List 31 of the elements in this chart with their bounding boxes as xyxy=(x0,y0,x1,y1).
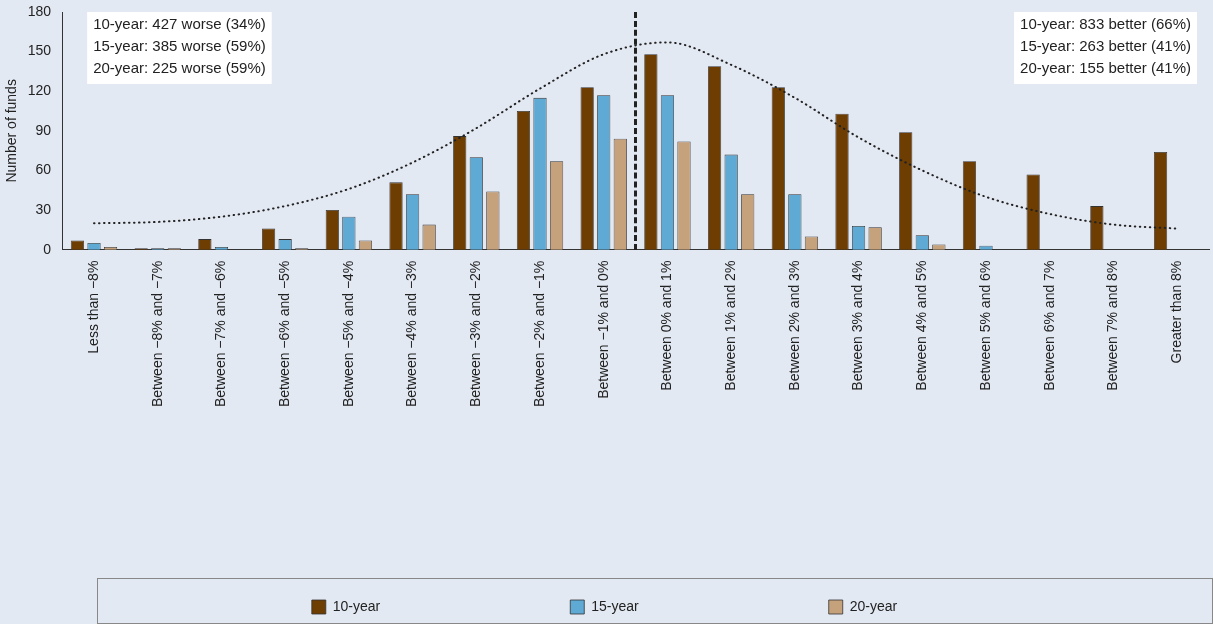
x-tick-label: Between −7% and −6% xyxy=(212,260,229,408)
y-tick-label: 150 xyxy=(27,42,52,59)
y-tick-label: 0 xyxy=(43,240,52,257)
x-tick-label: Between −8% and −7% xyxy=(148,260,165,408)
y-tick-label: 120 xyxy=(27,82,52,99)
x-tick-label: Between 5% and 6% xyxy=(976,260,993,391)
x-tick-label: Between 2% and 3% xyxy=(785,260,802,391)
x-tick-label: Between −5% and −4% xyxy=(339,260,356,408)
x-tick-label: Between 6% and 7% xyxy=(1040,260,1057,391)
x-tick-label: Between 0% and 1% xyxy=(658,260,675,391)
legend-label: 15-year xyxy=(591,597,640,614)
x-tick-label: Between −2% and −1% xyxy=(530,260,547,408)
x-tick-label: Between 4% and 5% xyxy=(913,260,930,391)
y-tick-label: 30 xyxy=(35,200,52,217)
y-tick-label: 60 xyxy=(35,161,52,178)
x-tick-label: Between 7% and 8% xyxy=(1104,260,1121,391)
x-tick-label: Between −4% and −3% xyxy=(403,260,420,408)
x-tick-label: Between −6% and −5% xyxy=(276,260,293,408)
x-tick-label: Greater than 8% xyxy=(1168,260,1184,364)
y-tick-label: 90 xyxy=(35,121,52,138)
annotation: 10-year: 833 better (66%) 15-year: 263 better (41%) 20-year: 155 better (41%) xyxy=(1020,14,1192,76)
legend-label: 20-year xyxy=(849,597,898,614)
legend-label: 10-year xyxy=(332,597,381,614)
annotation: 10-year: 427 worse (34%) 15-year: 385 worse (59%) 20-year: 225 worse (59%) xyxy=(93,14,266,76)
x-tick-label: Between −3% and −2% xyxy=(467,260,484,408)
y-axis-title: Number of funds xyxy=(3,79,20,183)
x-tick-label: Between −1% and 0% xyxy=(594,260,611,399)
x-tick-label: Less than −8% xyxy=(84,260,101,354)
y-tick-label: 180 xyxy=(27,2,52,19)
x-tick-label: Between 3% and 4% xyxy=(849,260,866,391)
x-tick-label: Between 1% and 2% xyxy=(722,260,739,391)
